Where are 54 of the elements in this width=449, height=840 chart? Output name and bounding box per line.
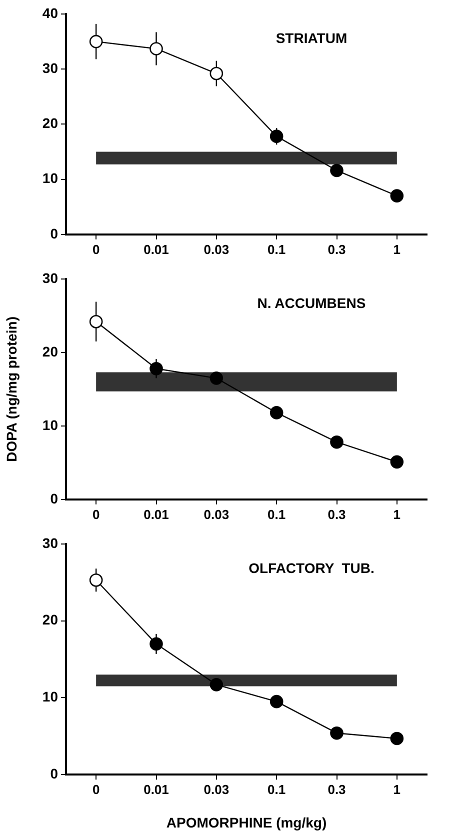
point: [330, 164, 344, 178]
point: [89, 573, 103, 587]
y-tick-label: 30: [42, 270, 58, 286]
text: STRIATUM: [276, 30, 348, 46]
point: [330, 726, 344, 740]
x-tick-label: 1: [393, 242, 401, 257]
x-tick-label: 0.03: [204, 242, 230, 257]
point: [89, 314, 103, 328]
x-tick-label: 0.03: [204, 506, 230, 522]
x-tick-label: 0.1: [268, 782, 286, 797]
point: [270, 406, 284, 420]
point: [150, 362, 163, 376]
x-tick-label: 0.03: [204, 782, 230, 797]
x-tick-label: 1: [393, 506, 401, 522]
point: [150, 42, 163, 56]
point: [390, 732, 404, 746]
x-tick-label: 0.01: [144, 242, 169, 257]
x-tick-label: 1: [393, 782, 401, 797]
x-tick-label: 0.1: [268, 506, 286, 522]
point: [210, 678, 224, 692]
point: [89, 34, 103, 48]
y-tick-label: 40: [42, 4, 58, 21]
point: [390, 189, 404, 202]
y-tick-label: 20: [42, 115, 58, 132]
x-tick-label: 0.01: [144, 782, 169, 797]
x-tick-label: 0: [92, 506, 100, 522]
x-tick-label: 0.3: [328, 782, 346, 797]
point: [270, 130, 284, 143]
point: [390, 455, 404, 469]
x-tick-label: 0.01: [144, 506, 169, 522]
point: [210, 372, 224, 385]
y-tick-label: 10: [42, 170, 58, 186]
y-tick-label: 0: [50, 490, 58, 506]
y-tick-label: 0: [50, 225, 58, 242]
x-tick-label: 0.1: [268, 242, 286, 257]
x-tick-label: 0.3: [328, 242, 346, 257]
point: [210, 66, 224, 80]
x-tick-label: 0: [92, 242, 100, 257]
x-tick-label: 0.3: [328, 506, 346, 522]
point: [270, 694, 284, 708]
text: OLFACTORY TUB.: [248, 560, 374, 576]
y-tick-label: 0: [50, 765, 58, 782]
y-tick-label: 30: [42, 60, 58, 76]
y-tick-label: 10: [42, 688, 58, 705]
y-tick-label: 20: [42, 612, 58, 628]
y-tick-label: 20: [42, 343, 58, 360]
text: N. ACCUMBENS: [257, 294, 366, 311]
y-tick-label: 30: [42, 534, 58, 551]
point: [330, 435, 344, 449]
x-axis-title: APOMORPHINE (mg/kg): [166, 814, 327, 830]
point: [150, 637, 163, 651]
y-axis-title: DOPA (ng/mg protein): [3, 316, 20, 462]
y-tick-label: 10: [42, 416, 58, 433]
x-tick-label: 0: [92, 782, 100, 797]
